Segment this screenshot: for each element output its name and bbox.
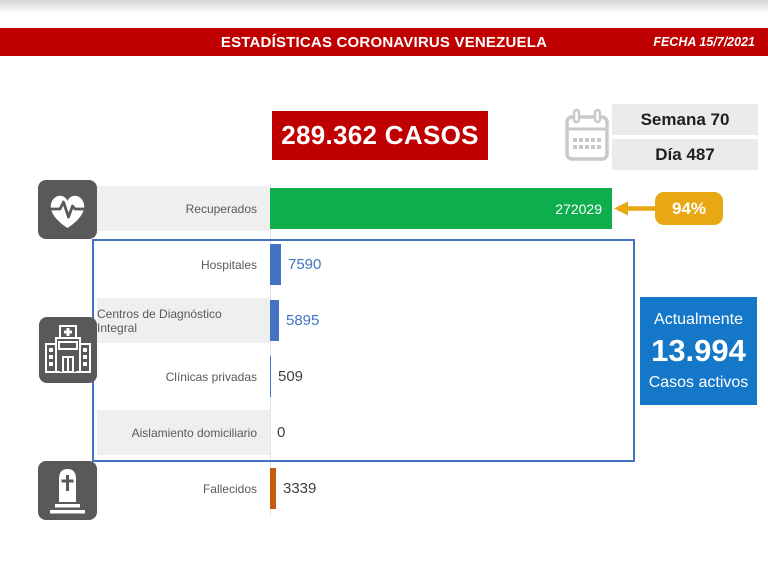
- arrow-left-icon: [614, 201, 655, 216]
- bar-area: 272029: [270, 186, 757, 231]
- bar-area: 3339: [270, 466, 757, 511]
- day-box: Día 487: [612, 139, 758, 170]
- recovered-percent-badge: 94%: [655, 192, 723, 225]
- bar-value: 272029: [555, 200, 602, 217]
- week-box: Semana 70: [612, 104, 758, 135]
- tombstone-icon: [38, 461, 97, 520]
- active-cases-value: 13.994: [651, 332, 746, 368]
- active-cases-box: Actualmente 13.994 Casos activos: [640, 297, 757, 405]
- bar-value: 3339: [283, 480, 317, 497]
- day-label: Día 487: [655, 144, 715, 164]
- category-label: Clínicas privadas: [165, 369, 257, 384]
- heart-pulse-icon: [38, 180, 97, 239]
- bar-area: 7590: [270, 242, 757, 287]
- bar-cdi: [270, 300, 279, 341]
- row-recuperados: Recuperados 272029: [97, 186, 757, 231]
- row-aislamiento: Aislamiento domiciliario 0: [97, 410, 757, 455]
- hospital-building-icon: [39, 317, 97, 383]
- category-label: Centros de Diagnóstico Integral: [97, 298, 270, 343]
- slide-top-edge: [0, 0, 768, 12]
- bar-recuperados: 272029: [270, 188, 612, 229]
- bar-hospitales: [270, 244, 281, 285]
- bar-value: 0: [277, 424, 286, 441]
- bar-area: 509: [270, 354, 757, 399]
- bar-value: 7590: [288, 256, 322, 273]
- active-cases-heading: Actualmente: [654, 310, 743, 328]
- row-clinicas: Clínicas privadas 509: [97, 354, 757, 399]
- category-label: Fallecidos: [202, 481, 257, 496]
- bar-clinicas: [270, 356, 271, 397]
- calendar-icon: [565, 108, 609, 161]
- total-cases-box: 289.362 CASOS: [272, 111, 488, 160]
- category-label: Recuperados: [97, 186, 270, 231]
- banner: ESTADÍSTICAS CORONAVIRUS VENEZUELA FECHA…: [0, 28, 768, 56]
- chart-axis: [270, 184, 271, 516]
- bar-area: 0: [270, 410, 757, 455]
- page-title: ESTADÍSTICAS CORONAVIRUS VENEZUELA: [220, 33, 548, 51]
- bar-value: 509: [278, 368, 304, 385]
- active-cases-caption: Casos activos: [648, 373, 749, 391]
- bar-fallecidos: [270, 468, 276, 509]
- total-cases-value: 289.362 CASOS: [281, 120, 479, 150]
- row-fallecidos: Fallecidos 3339: [97, 466, 757, 511]
- bar-area: 5895: [270, 298, 757, 343]
- week-label: Semana 70: [640, 109, 730, 129]
- banner-date: FECHA 15/7/2021: [653, 35, 755, 49]
- bar-value: 5895: [286, 312, 320, 329]
- category-label: Hospitales: [200, 257, 257, 272]
- category-label: Aislamiento domiciliario: [97, 410, 270, 455]
- row-cdi: Centros de Diagnóstico Integral 5895: [97, 298, 757, 343]
- row-hospitales: Hospitales 7590: [97, 242, 757, 287]
